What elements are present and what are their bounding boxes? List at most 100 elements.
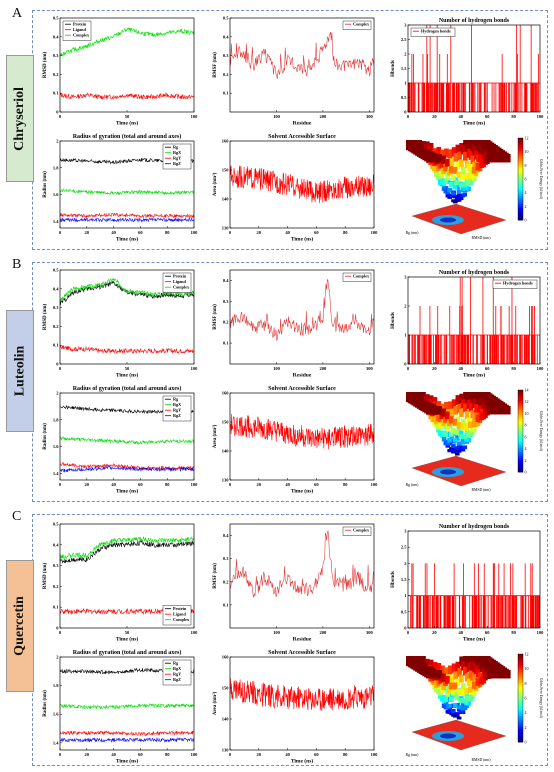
b-rg-svg: Radius of gyration (total and around axe… — [43, 385, 198, 494]
colorbar-tick-label: 14 — [525, 388, 529, 393]
x-tick-label: 80 — [343, 230, 348, 235]
fel-cell — [444, 401, 449, 411]
y-axis-label: Hbonds — [391, 571, 396, 588]
x-tick-label: 100 — [191, 630, 198, 635]
colorbar-segment — [518, 138, 523, 141]
colorbar-segment — [518, 465, 523, 469]
y-tick-label: 0 — [404, 362, 407, 367]
y-tick-label: 3 — [404, 275, 407, 280]
colorbar-frame — [517, 653, 524, 743]
fel-cell — [449, 181, 454, 188]
y-tick-label: 0.1 — [53, 343, 59, 348]
fel-cell — [472, 398, 478, 409]
x-tick-label: 100 — [371, 752, 378, 757]
x-tick-label: 0 — [59, 114, 62, 119]
series-rgz — [60, 737, 194, 743]
c-fel-chart: 0 2 4 6 8 10 12 Gibbs Free Energy (kJ/mol) RMSD … — [388, 646, 544, 764]
fel-cell — [449, 675, 455, 684]
plot-frame — [59, 140, 195, 229]
colorbar-label: Gibbs Free Energy (kJ/mol) — [539, 411, 543, 452]
y-tick-label: 3 — [404, 529, 407, 534]
x-tick-label: 50 — [125, 114, 130, 119]
plot-frame — [229, 140, 375, 229]
colorbar-segment — [518, 400, 523, 403]
x-tick-label: 200 — [320, 114, 328, 119]
colorbar-segment — [518, 682, 523, 686]
fel-cell — [506, 406, 511, 415]
legend-entry: Complex — [353, 22, 370, 27]
fel-cell — [462, 434, 467, 440]
fel-cell — [457, 425, 462, 433]
y-tick-label: 1.4 — [53, 471, 59, 476]
fel-cell — [436, 662, 442, 673]
c-hbonds-svg: Number of hydrogen bonds 0 20 40 60 80 100 0 0.5… — [391, 524, 544, 642]
y-tick-label: 0.4 — [53, 542, 59, 547]
x-tick-label: 20 — [257, 230, 262, 235]
fel-cell — [443, 431, 449, 437]
series-ligand — [60, 344, 194, 354]
series-sas — [230, 414, 374, 450]
fel-cell — [462, 192, 468, 197]
fel-cell — [454, 429, 460, 435]
fel-cell — [459, 674, 464, 683]
colorbar-segment — [518, 392, 523, 395]
x-tick-label: 100 — [191, 114, 198, 119]
legend-entry: Rg — [173, 145, 179, 150]
legend: Hydrogen bonds — [492, 279, 538, 289]
fel-cell — [429, 406, 435, 415]
series-rgy — [60, 212, 194, 219]
fel-cell — [468, 151, 474, 160]
x-tick-label: 20 — [257, 482, 262, 487]
colorbar-frame — [517, 137, 524, 221]
fel-cell — [445, 676, 450, 684]
colorbar-segment — [518, 665, 523, 668]
colorbar-segment — [518, 418, 523, 422]
colorbar-segment — [518, 402, 523, 405]
y-tick-label: 2 — [56, 655, 59, 660]
c-rg-chart: Radius of gyration (total and around axe… — [40, 646, 198, 764]
x-tick-label: 100 — [537, 366, 544, 371]
colorbar-segment — [518, 739, 523, 743]
fel-cell — [451, 399, 457, 409]
fel-cell — [466, 431, 471, 437]
series-sas — [230, 678, 374, 711]
y-tick-label: 130 — [222, 478, 230, 483]
fel-cell — [449, 431, 454, 437]
fel-cell — [479, 676, 484, 685]
a-rmsd-chart: 0 50 100 0 0.1 0.2 0.3 0.4 0.5 Time (ns) RMSD (nm)… — [40, 14, 198, 127]
colorbar-segment — [518, 433, 523, 436]
fel-cell — [440, 149, 445, 159]
fel-projection-minimum — [440, 217, 456, 223]
fel-y-axis-label: Rg (nm) — [406, 753, 419, 757]
y-tick-label: 0.5 — [401, 95, 407, 100]
fel-cell — [458, 430, 464, 437]
x-tick-label: 40 — [285, 230, 290, 235]
fel-cell — [467, 421, 473, 429]
fel-cell — [453, 153, 459, 162]
b-rg-chart: Radius of gyration (total and around axe… — [40, 382, 198, 494]
colorbar-segment — [518, 709, 523, 712]
fel-cell — [483, 672, 488, 681]
a-sas-chart: Solvent Accessible Surface 0 20 40 60 80 100 13… — [210, 130, 378, 242]
y-tick-label: 160 — [222, 391, 230, 396]
y-tick-label: 2 — [404, 304, 407, 309]
legend-entry: Complex — [353, 274, 370, 279]
x-tick-label: 100 — [191, 482, 198, 487]
fel-cell — [464, 424, 469, 431]
series-rgz — [60, 217, 194, 223]
fel-cell — [464, 393, 470, 404]
colorbar-segment — [518, 687, 523, 690]
fel-cell — [443, 684, 449, 692]
fel-cell — [442, 160, 447, 168]
colorbar-segment — [518, 203, 523, 207]
series-rgx — [60, 188, 194, 196]
x-tick-label: 40 — [459, 630, 464, 635]
fel-cell — [456, 193, 462, 198]
compound-label-luteolin: Luteolin — [6, 310, 34, 432]
fel-cell — [475, 163, 481, 171]
plot-frame — [229, 523, 375, 629]
c-rmsf-svg: 100 200 300 0.1 0.2 0.3 0.4 Residue RMSF (nm) Com… — [213, 523, 375, 642]
colorbar-tick-label: 12 — [525, 399, 529, 404]
y-axis-label: Radius (nm) — [43, 690, 48, 717]
y-tick-label: 0.5 — [53, 522, 59, 527]
